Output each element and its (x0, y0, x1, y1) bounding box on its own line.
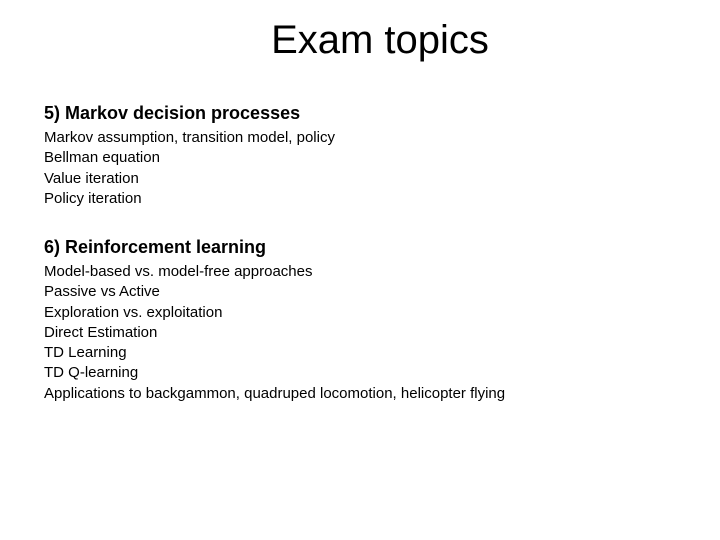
list-item: Policy iteration (44, 189, 680, 209)
list-item: Model-based vs. model-free approaches (44, 262, 680, 282)
slide-title: Exam topics (40, 0, 720, 103)
slide-content: 5) Markov decision processes Markov assu… (0, 103, 720, 404)
list-item: TD Learning (44, 343, 680, 363)
list-item: TD Q-learning (44, 363, 680, 383)
section-5: 5) Markov decision processes Markov assu… (44, 103, 680, 209)
section-6: 6) Reinforcement learning Model-based vs… (44, 237, 680, 404)
slide-container: Exam topics 5) Markov decision processes… (0, 0, 720, 540)
section-items: Markov assumption, transition model, pol… (44, 128, 680, 209)
list-item: Markov assumption, transition model, pol… (44, 128, 680, 148)
section-heading: 6) Reinforcement learning (44, 237, 680, 258)
list-item: Applications to backgammon, quadruped lo… (44, 384, 680, 404)
section-items: Model-based vs. model-free approaches Pa… (44, 262, 680, 404)
section-heading: 5) Markov decision processes (44, 103, 680, 124)
list-item: Value iteration (44, 169, 680, 189)
list-item: Passive vs Active (44, 282, 680, 302)
list-item: Direct Estimation (44, 323, 680, 343)
list-item: Exploration vs. exploitation (44, 303, 680, 323)
list-item: Bellman equation (44, 148, 680, 168)
